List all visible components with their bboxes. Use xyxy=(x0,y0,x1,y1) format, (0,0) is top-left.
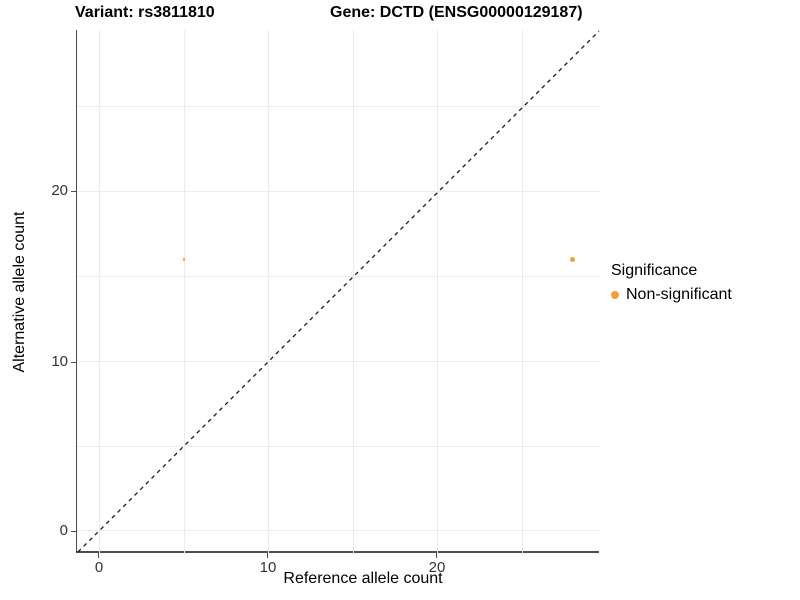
gridline-x20 xyxy=(437,30,438,553)
gridline-x15 xyxy=(353,30,354,553)
x-tick-label-20: 20 xyxy=(428,559,446,576)
legend-item-non-significant: Non-significant xyxy=(611,286,732,304)
y-tick-10 xyxy=(71,362,76,363)
x-tick-20 xyxy=(436,553,437,558)
plot-panel xyxy=(76,30,600,553)
gridline-x5 xyxy=(184,30,185,553)
gridline-y10 xyxy=(77,361,600,362)
y-axis-title: Alternative allele count xyxy=(11,211,28,373)
gridline-y5 xyxy=(77,446,600,447)
gridline-y25 xyxy=(77,106,600,107)
gridline-x0 xyxy=(99,30,100,553)
x-tick-label-0: 0 xyxy=(94,559,104,576)
legend-item-label: Non-significant xyxy=(626,286,732,303)
gridline-y15 xyxy=(77,276,600,277)
x-tick-label-10: 10 xyxy=(259,559,277,576)
data-point xyxy=(570,256,576,262)
gridline-y0 xyxy=(77,530,600,531)
legend-title: Significance xyxy=(611,262,698,279)
plot-title-gene: Gene: DCTD (ENSG00000129187) xyxy=(330,4,583,21)
non-significant-point-icon xyxy=(611,291,619,299)
x-axis-title: Reference allele count xyxy=(283,570,443,587)
x-tick-10 xyxy=(267,553,268,558)
y-tick-0 xyxy=(71,531,76,532)
identity-dashed-line xyxy=(77,30,600,553)
legend: Significance Non-significant xyxy=(611,262,732,304)
data-point xyxy=(182,258,186,261)
gridline-x25 xyxy=(522,30,523,553)
plot-title-variant: Variant: rs3811810 xyxy=(75,4,215,21)
gridline-y20 xyxy=(77,191,600,192)
y-tick-label-10: 10 xyxy=(51,353,68,370)
y-tick-label-0: 0 xyxy=(59,522,68,539)
y-tick-20 xyxy=(71,191,76,192)
gridline-x10 xyxy=(268,30,269,553)
y-tick-label-20: 20 xyxy=(51,182,68,199)
x-tick-0 xyxy=(98,553,99,558)
